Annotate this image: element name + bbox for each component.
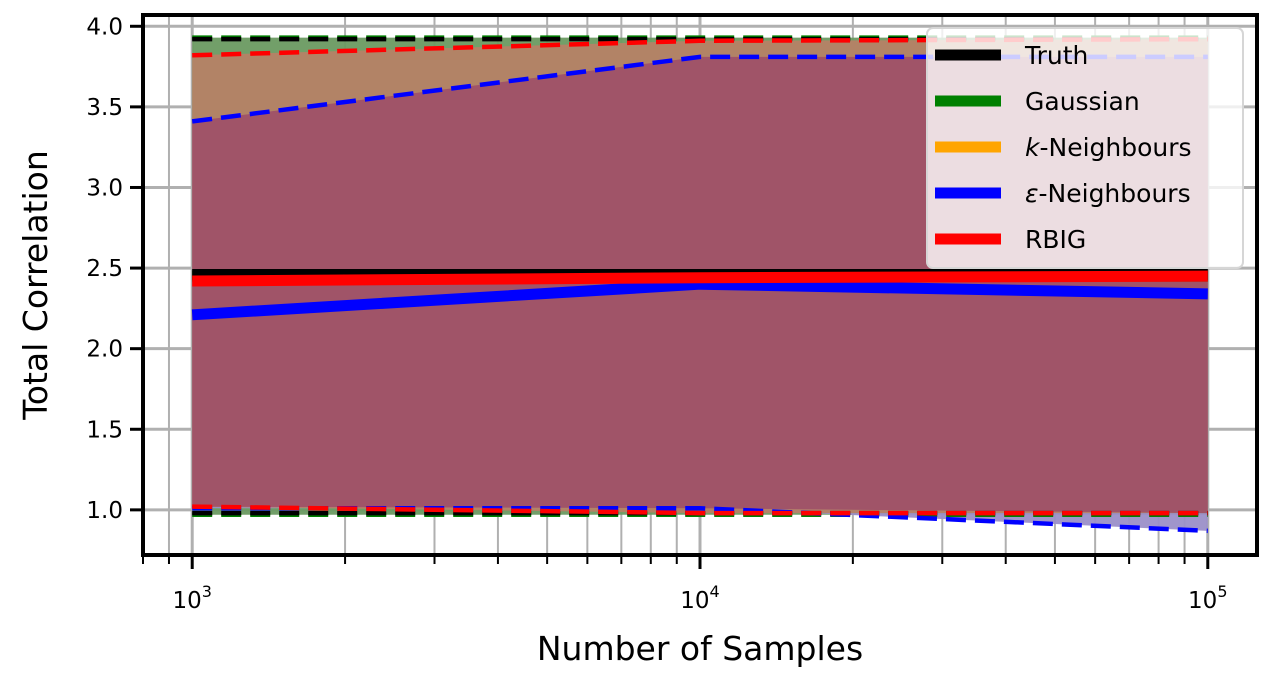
x-tick-label: 104 [680,582,719,614]
legend-label: ε-Neighbours [1025,179,1191,208]
y-tick-label: 4.0 [86,14,123,40]
y-tick-label: 1.5 [86,417,123,443]
x-tick-label: 103 [172,582,211,614]
y-tick-label: 2.0 [86,337,123,363]
x-tick-label-exponent: 3 [202,582,212,601]
series-lines [191,35,1208,534]
legend-label: RBIG [1025,225,1086,254]
x-tick-label-base: 10 [172,588,201,614]
lower-bound-epsilonneighbours [192,506,1208,534]
y-tick-label: 2.5 [86,256,123,282]
legend-label: Truth [1024,41,1088,70]
x-tick-label-base: 10 [1188,588,1217,614]
lower-bound-rbig [192,504,1208,516]
x-tick-label-exponent: 5 [1217,582,1227,601]
legend-label-text: -Neighbours [1039,133,1191,162]
y-axis-label: Total Correlation [16,150,55,421]
x-tick-label: 105 [1188,582,1227,614]
y-tick-label: 1.0 [86,498,123,524]
legend-label: Gaussian [1025,87,1140,116]
x-axis-label: Number of Samples [537,629,863,668]
legend-label: k-Neighbours [1025,133,1192,162]
legend-label-text: -Neighbours [1039,179,1191,208]
legend-label-symbol: ε [1025,179,1039,208]
mean-line-epsilonneighbours [191,278,1208,321]
y-tick-label: 3.0 [86,175,123,201]
axis-ticks [130,24,1210,569]
x-tick-label-exponent: 4 [710,582,720,601]
x-tick-label-base: 10 [680,588,709,614]
legend: TruthGaussiank-Neighboursε-NeighboursRBI… [926,27,1244,269]
legend-label-symbol: k [1025,133,1041,162]
mean-line-rbig [192,270,1208,287]
legend-box [926,27,1244,269]
y-tick-label: 3.5 [86,95,123,121]
